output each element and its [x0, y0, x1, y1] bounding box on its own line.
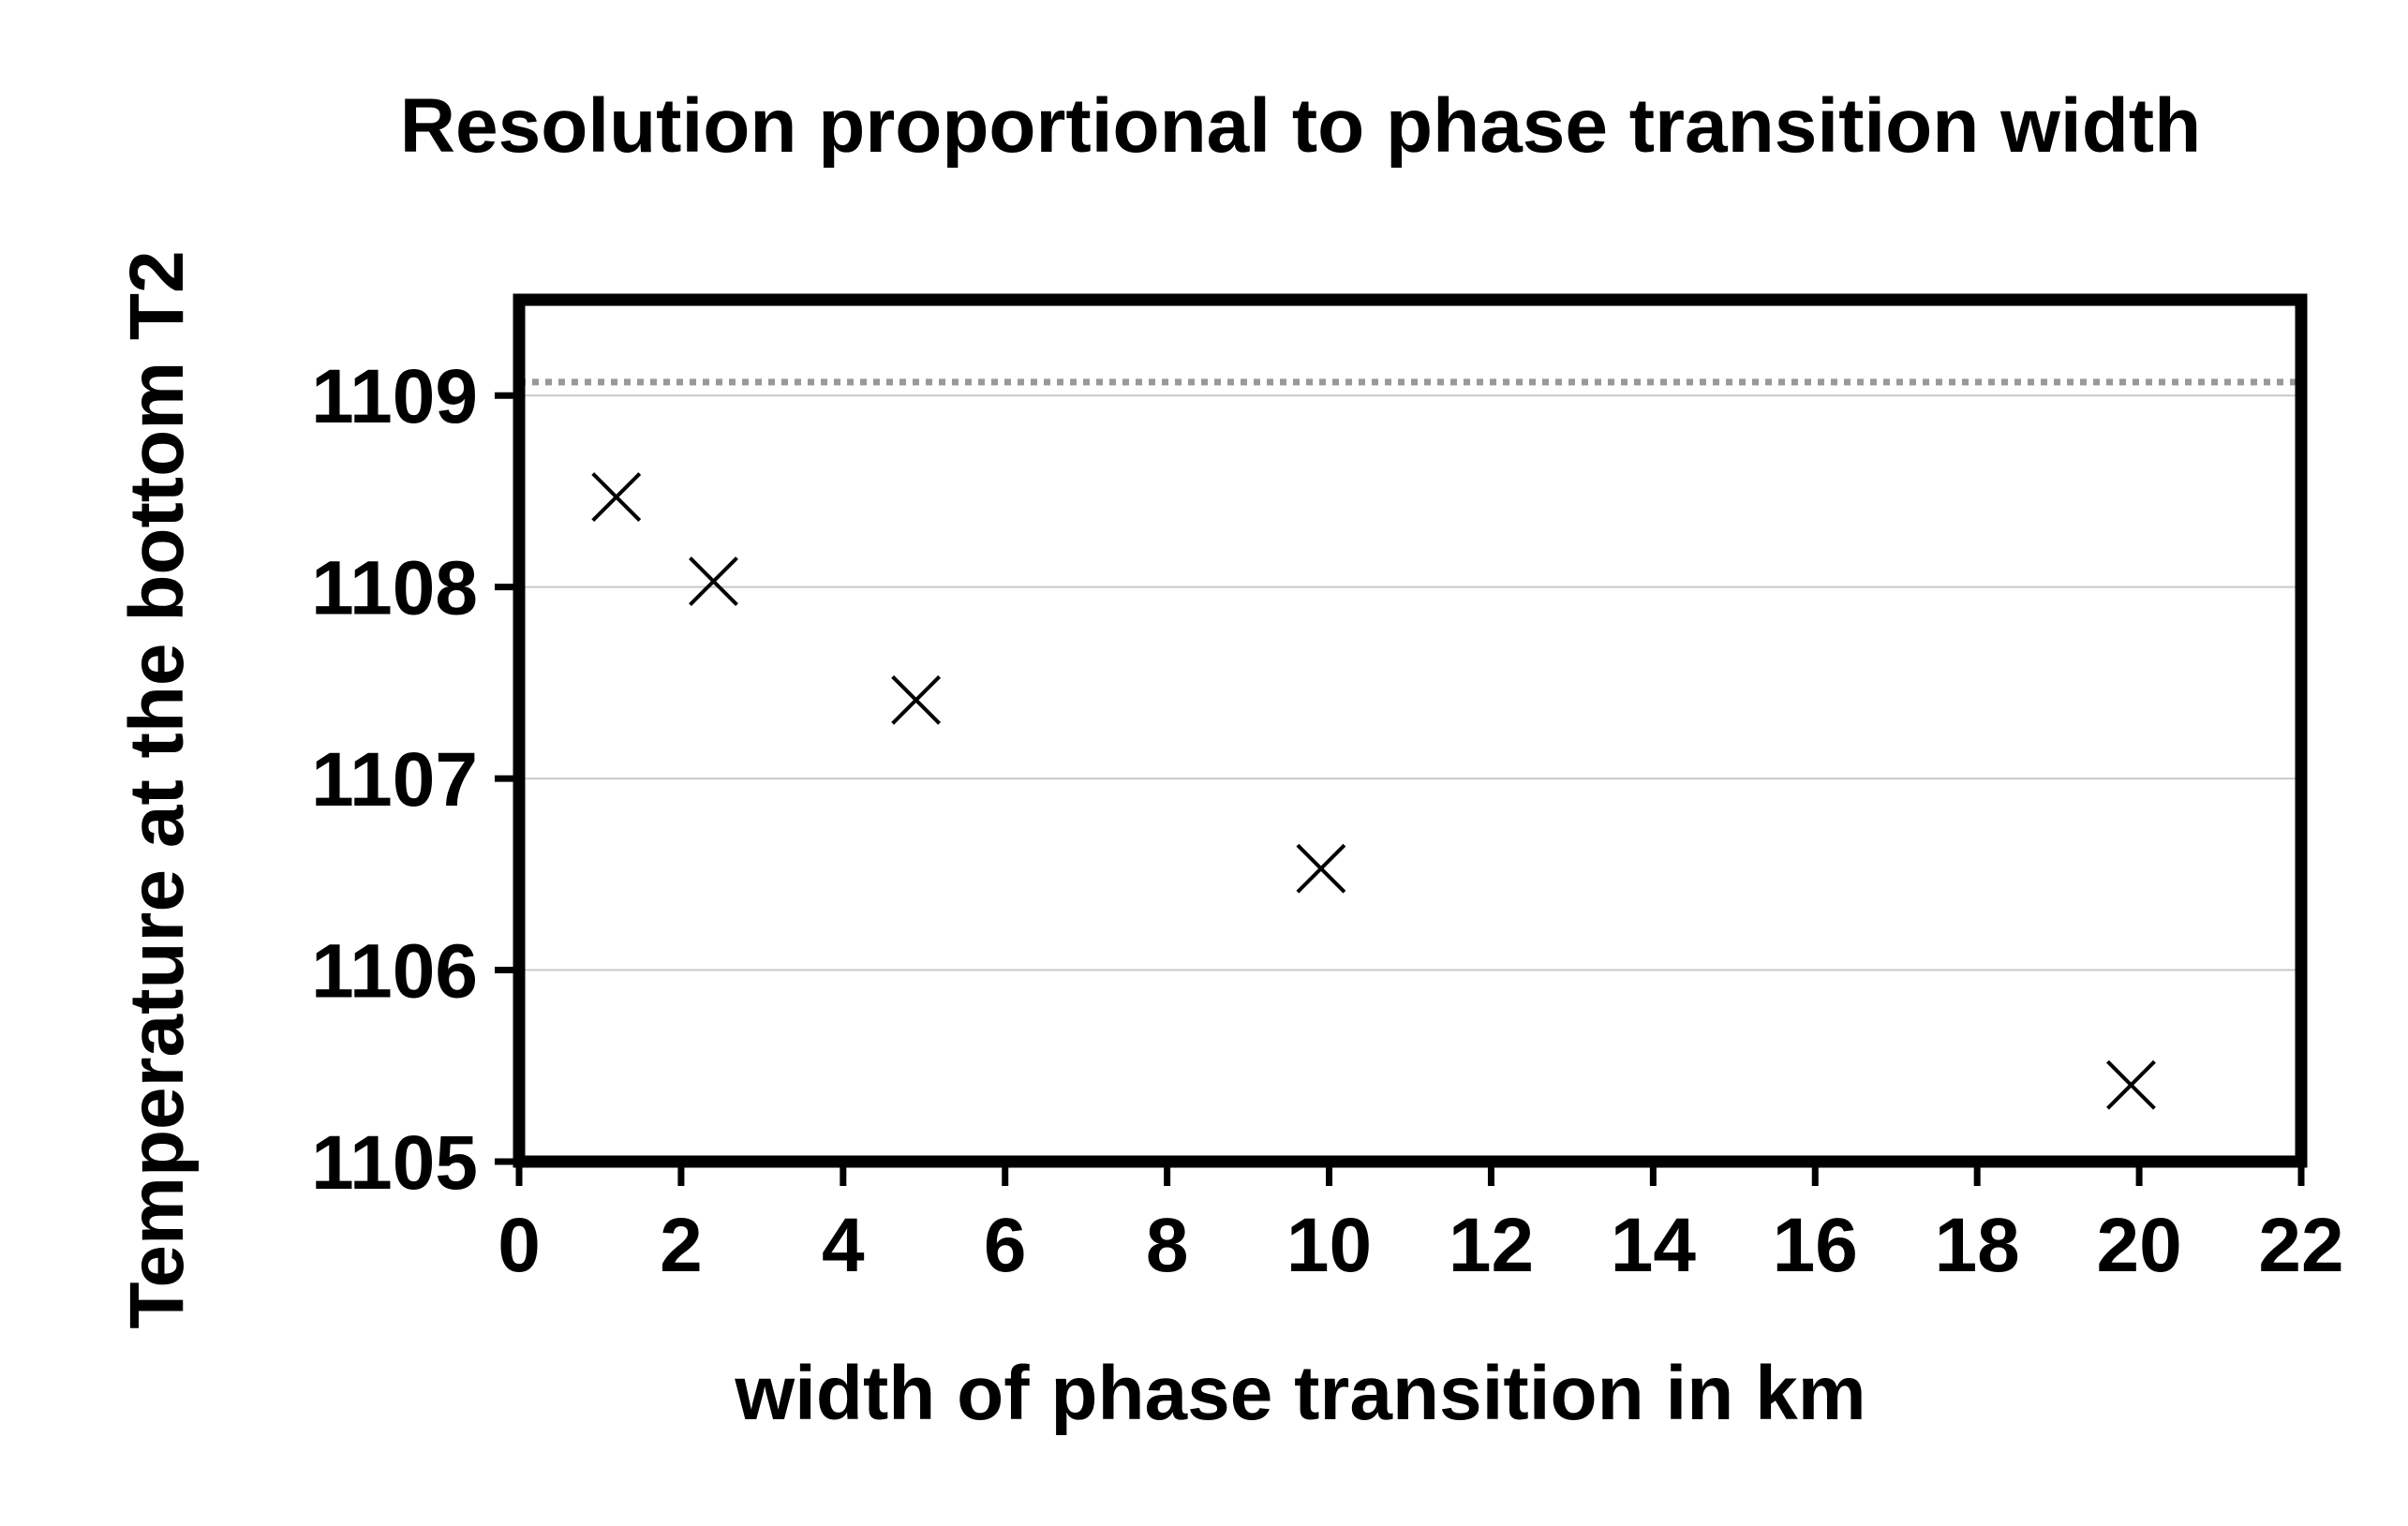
x-tick-label-22: 22: [2258, 1203, 2343, 1288]
x-tick-label-2: 2: [660, 1203, 703, 1288]
x-tick-label-0: 0: [498, 1203, 541, 1288]
x-tick-label-20: 20: [2096, 1203, 2181, 1288]
y-tick-label-1109: 1109: [311, 354, 478, 439]
x-tick-label-14: 14: [1611, 1203, 1697, 1288]
x-tick-label-16: 16: [1773, 1203, 1858, 1288]
x-axis-ticks: 0 2 4 6 8 10 12 14 16 18 20 22: [498, 1162, 2344, 1288]
data-point-1: [591, 472, 642, 522]
y-tick-label-1106: 1106: [311, 929, 478, 1015]
data-points: [591, 472, 2156, 1110]
data-point-2: [689, 556, 738, 606]
data-point-5: [2106, 1059, 2156, 1110]
y-axis-label: Temperature at the bottom T2: [114, 250, 200, 1328]
x-axis-label: width of phase transition in km: [734, 1351, 1865, 1436]
x-tick-label-6: 6: [984, 1203, 1027, 1288]
data-point-4: [1296, 843, 1346, 894]
x-tick-label-10: 10: [1286, 1203, 1372, 1288]
y-tick-label-1107: 1107: [311, 737, 478, 822]
x-tick-label-8: 8: [1146, 1203, 1189, 1288]
x-tick-label-18: 18: [1935, 1203, 2020, 1288]
grid-lines: [519, 394, 2301, 971]
x-tick-label-4: 4: [822, 1203, 865, 1288]
chart-title: Resolution proportional to phase transit…: [400, 83, 2201, 169]
plot-frame: [513, 293, 2308, 1168]
y-tick-label-1105: 1105: [311, 1120, 478, 1206]
plot-frame-group: [513, 293, 2308, 1168]
x-tick-label-12: 12: [1449, 1203, 1534, 1288]
data-point-3: [891, 674, 942, 725]
y-axis-ticks: 1105 1106 1107 1108 1109: [311, 354, 519, 1206]
y-tick-label-1108: 1108: [311, 546, 478, 631]
